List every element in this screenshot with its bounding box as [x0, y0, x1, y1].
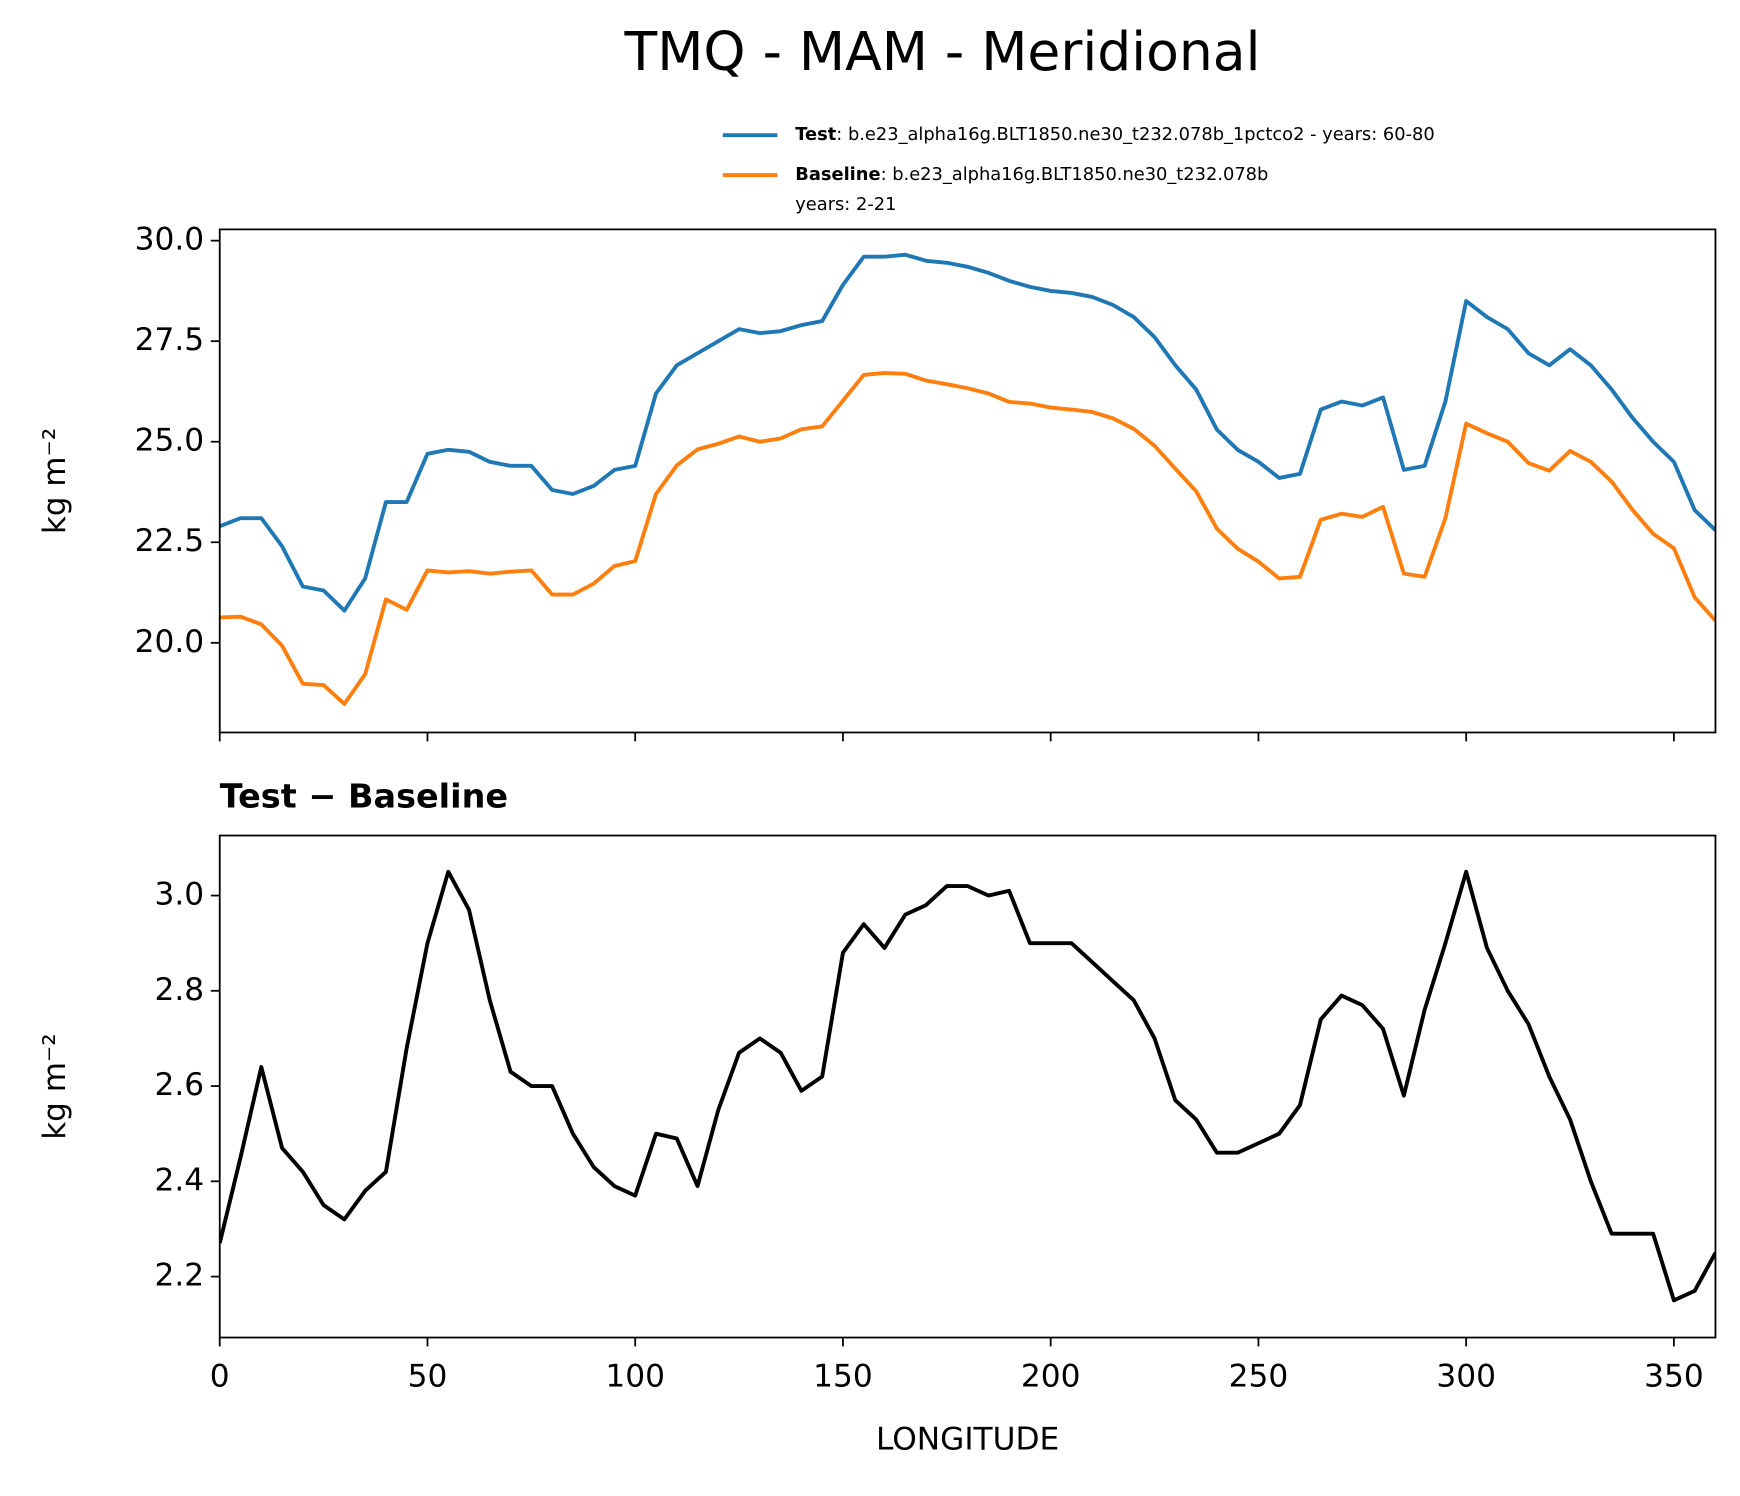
y-tick-label: 22.5	[135, 523, 205, 559]
y-tick-label: 20.0	[135, 624, 205, 660]
y-tick-label: 25.0	[135, 423, 205, 459]
x-tick-label: 300	[1436, 1358, 1496, 1394]
y-tick-label: 2.6	[154, 1067, 204, 1103]
legend-description: years: 2-21	[795, 194, 896, 215]
y-tick-label: 2.8	[154, 972, 204, 1008]
x-tick-label: 150	[813, 1358, 873, 1394]
figure-title: TMQ - MAM - Meridional	[624, 20, 1261, 83]
y-tick-label: 30.0	[135, 222, 205, 258]
x-tick-label: 350	[1644, 1358, 1704, 1394]
legend-label: Baseline: b.e23_alpha16g.BLT1850.ne30_t2…	[795, 164, 1268, 215]
y-axis-label: kg m⁻²	[37, 428, 73, 535]
x-tick-label: 50	[408, 1358, 448, 1394]
x-tick-label: 100	[605, 1358, 665, 1394]
plot-area	[219, 869, 1716, 1303]
legend-label: Test: b.e23_alpha16g.BLT1850.ne30_t232.0…	[795, 124, 1434, 145]
legend-name: Baseline	[795, 164, 880, 185]
x-tick-label: 250	[1229, 1358, 1289, 1394]
x-tick-label: 0	[210, 1358, 230, 1394]
x-tick-label: 200	[1021, 1358, 1081, 1394]
legend-description: : b.e23_alpha16g.BLT1850.ne30_t232.078b_…	[836, 124, 1434, 145]
y-axis-label: kg m⁻²	[37, 1033, 73, 1140]
data-line	[219, 252, 1716, 613]
axes-frame	[218, 834, 1717, 1339]
axes-title: Test − Baseline	[220, 776, 508, 815]
axes-frame	[218, 228, 1717, 734]
data-line	[219, 371, 1716, 706]
y-tick-label: 27.5	[135, 322, 205, 358]
x-axis-label: LONGITUDE	[876, 1422, 1059, 1458]
data-line	[219, 869, 1716, 1303]
legend-description: : b.e23_alpha16g.BLT1850.ne30_t232.078b	[881, 164, 1269, 185]
y-tick-label: 2.4	[154, 1162, 204, 1198]
plot-area	[219, 252, 1716, 706]
legend-name: Test	[795, 124, 837, 145]
y-tick-label: 2.2	[154, 1258, 204, 1294]
y-tick-label: 3.0	[154, 877, 204, 913]
